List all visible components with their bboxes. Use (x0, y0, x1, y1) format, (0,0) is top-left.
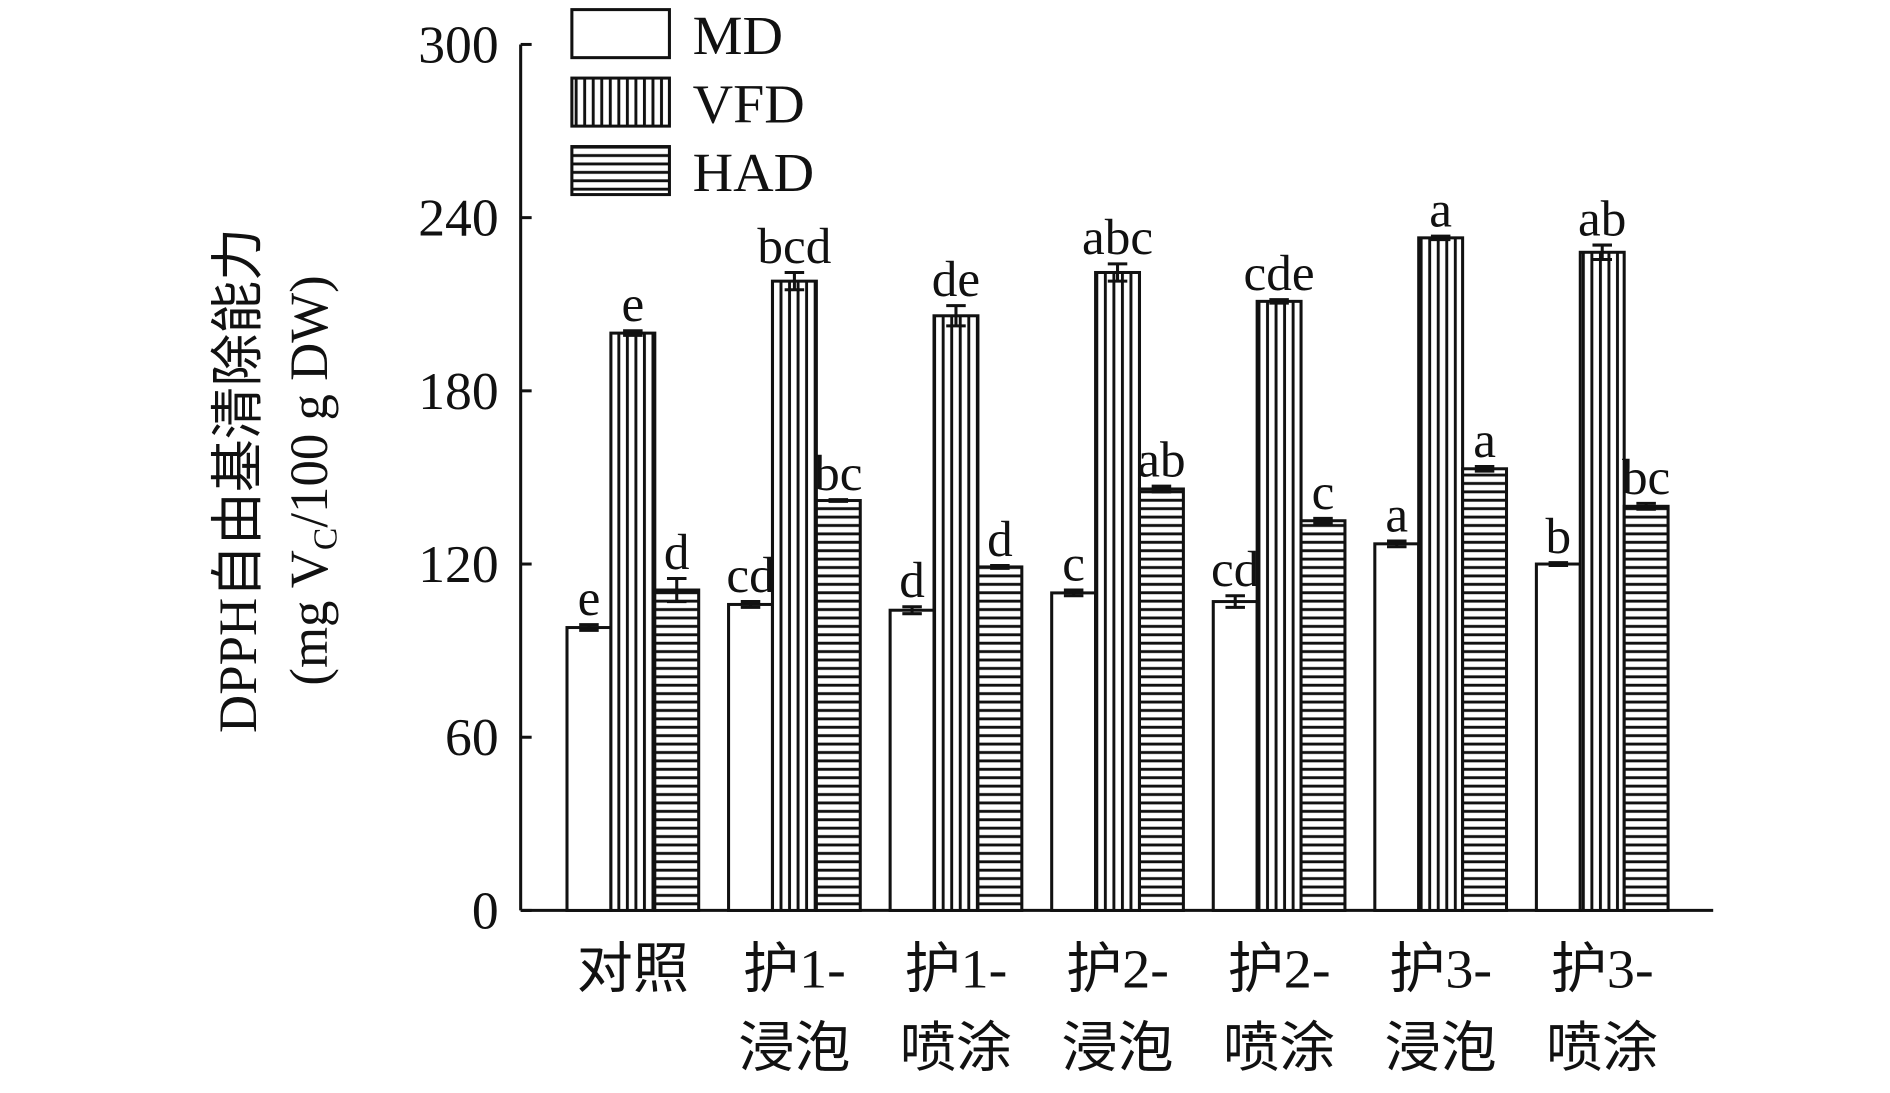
x-tick-label: 喷涂 (1546, 1018, 1658, 1080)
x-tick-label: 护2- (1066, 939, 1169, 1001)
legend-swatch-vfd (570, 76, 671, 128)
significance-letter: cd (1211, 542, 1259, 598)
x-tick-label: 护1- (743, 939, 846, 1001)
bar-vfd (932, 314, 980, 912)
bar-md (1373, 542, 1421, 912)
legend-swatch-had (570, 145, 671, 197)
significance-letter: e (578, 570, 601, 626)
bar-had (1299, 519, 1347, 912)
bar-md (565, 626, 613, 912)
significance-letter: d (987, 511, 1013, 567)
y-axis-label-line1: DPPH自由基清除能力 (209, 228, 268, 733)
significance-letter: ab (1578, 191, 1626, 247)
significance-letter: bcd (757, 218, 831, 274)
bar-vfd (1255, 299, 1303, 912)
significance-letter: a (1385, 487, 1408, 543)
legend-label: VFD (693, 74, 805, 136)
significance-letter: c (1062, 536, 1085, 592)
bar-md (1050, 591, 1098, 912)
significance-letter: c (1312, 464, 1335, 520)
bar-had (814, 499, 862, 912)
x-tick-label: 护3- (1551, 939, 1654, 1001)
significance-letter: bc (814, 445, 862, 501)
significance-letter: abc (1082, 210, 1153, 266)
bar-vfd (1578, 250, 1626, 912)
bar-vfd (1417, 236, 1465, 912)
significance-letter: cde (1244, 245, 1315, 301)
bar-had (1622, 504, 1670, 912)
bar-had (976, 565, 1024, 912)
x-tick-label: 浸泡 (738, 1018, 850, 1080)
bar-had (1137, 487, 1185, 912)
significance-letter: de (932, 251, 980, 307)
bar-md (1534, 562, 1582, 912)
significance-letter: a (1429, 182, 1452, 238)
significance-letter: cd (726, 547, 774, 603)
significance-letter: bc (1622, 449, 1670, 505)
bar-vfd (1094, 270, 1142, 912)
x-tick-label: 护3- (1389, 939, 1492, 1001)
x-tick-label: 浸泡 (1385, 1018, 1497, 1080)
y-tick-label: 180 (418, 362, 498, 421)
bar-vfd (770, 279, 818, 912)
bar-had (1461, 467, 1509, 912)
legend-label: MD (693, 5, 783, 67)
bar-md (727, 602, 774, 912)
y-tick-label: 60 (445, 709, 499, 768)
bar-vfd (609, 331, 657, 912)
significance-letter: a (1473, 412, 1496, 468)
legend-swatch-md (570, 8, 671, 60)
x-tick-label: 喷涂 (1223, 1018, 1335, 1080)
significance-letter: e (621, 277, 644, 333)
significance-letter: ab (1137, 432, 1185, 488)
y-tick-label: 120 (418, 535, 498, 594)
y-tick-label: 0 (472, 882, 499, 941)
x-tick-label: 护1- (905, 939, 1008, 1001)
y-axis-label-line2: (mg VC/100 g DW) (279, 275, 344, 685)
significance-letter: d (664, 524, 690, 580)
legend-label: HAD (693, 142, 814, 204)
y-tick-label: 300 (418, 16, 498, 75)
y-tick-label: 240 (418, 189, 498, 248)
x-tick-label: 护2- (1228, 939, 1331, 1001)
significance-letter: d (899, 552, 925, 608)
significance-letter: b (1546, 508, 1572, 564)
x-tick-label: 浸泡 (1061, 1018, 1173, 1080)
x-tick-label: 喷涂 (900, 1018, 1012, 1080)
bar-had (653, 588, 701, 912)
x-tick-label: 对照 (577, 939, 689, 1001)
bar-md (1211, 600, 1259, 912)
bar-md (888, 608, 936, 912)
